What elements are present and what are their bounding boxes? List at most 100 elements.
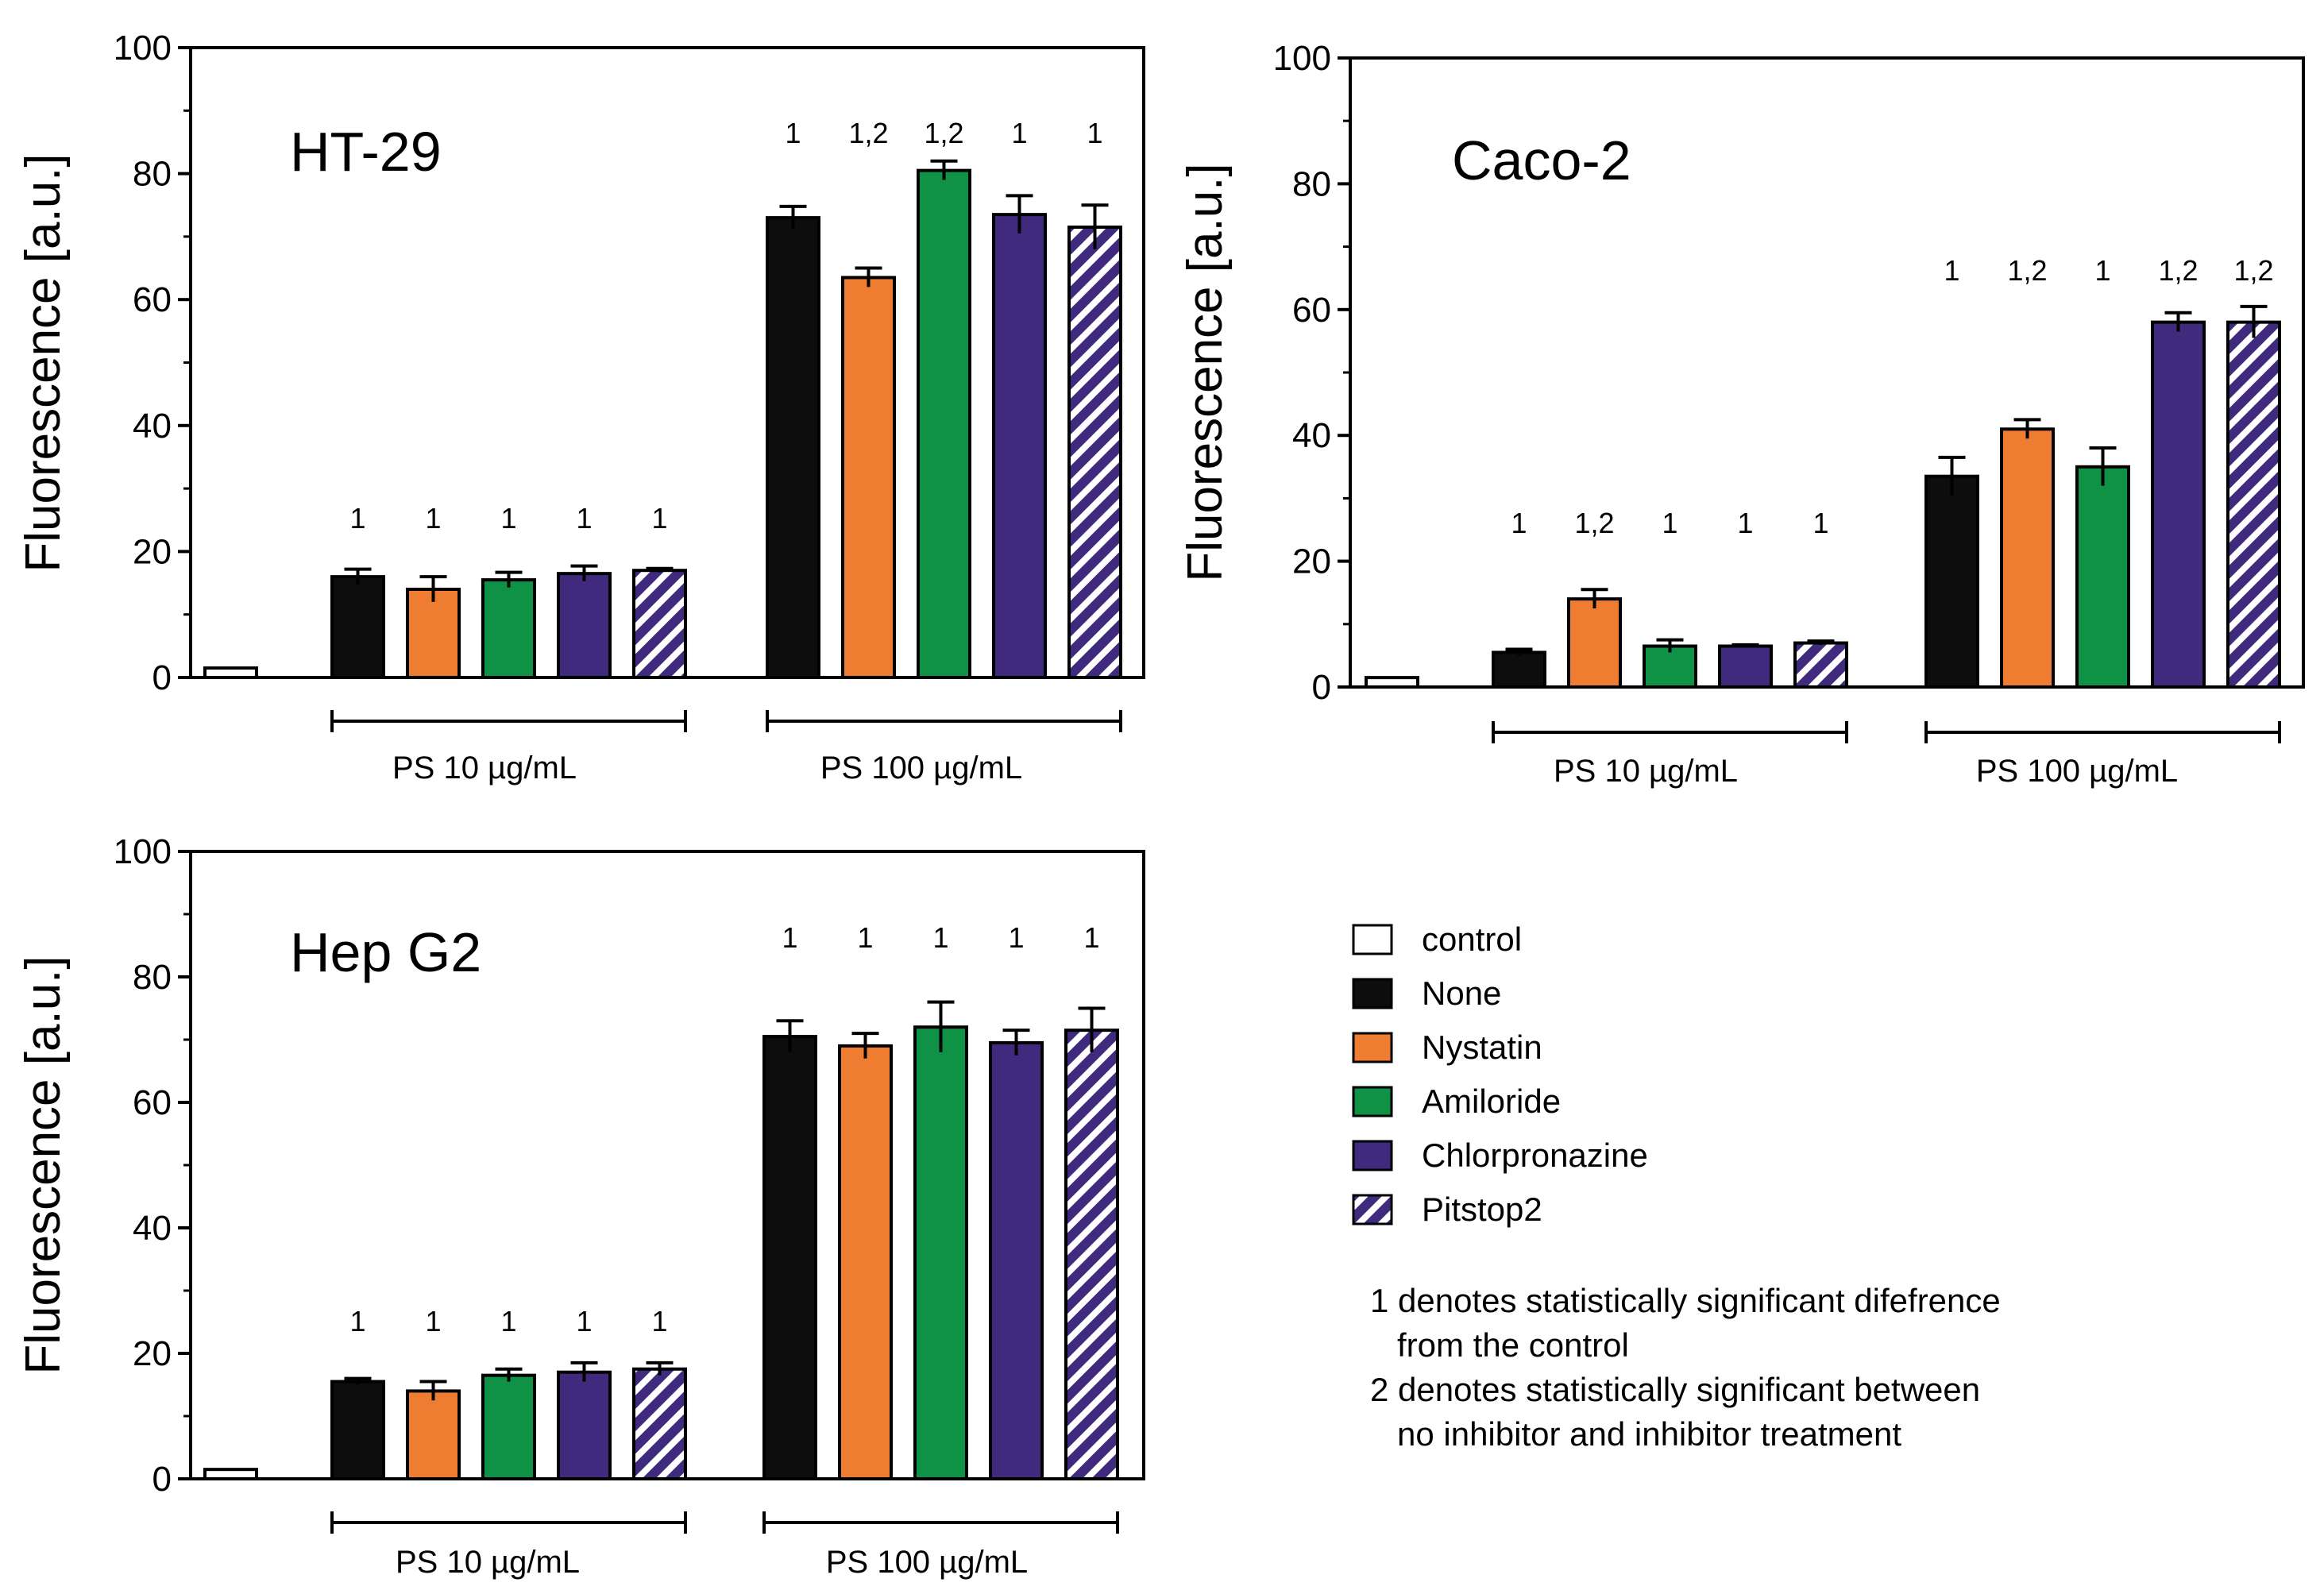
- legend-swatch-chlorpronazine: [1352, 1140, 1393, 1171]
- bar-chlorpronazine-ps10: [557, 572, 612, 680]
- bar-none-ps10: [330, 575, 385, 679]
- significance-label: 1: [576, 502, 592, 535]
- y-tick-label: 20: [133, 1334, 172, 1373]
- bar-chlorpronazine-ps100: [989, 1040, 1044, 1480]
- significance-label: 1: [1011, 117, 1027, 149]
- significance-label: 1: [349, 502, 365, 535]
- significance-label: 1: [1812, 507, 1828, 539]
- significance-label: 1: [651, 502, 667, 535]
- legend-label-control: control: [1422, 921, 1522, 958]
- group-label: PS 100 µg/mL: [820, 751, 1022, 785]
- significance-label: 1: [425, 1305, 441, 1337]
- significance-label: 1,2: [2158, 254, 2198, 287]
- bar-control: [1365, 676, 1419, 689]
- legend-swatch-none: [1352, 978, 1393, 1009]
- significance-label: 1: [932, 921, 948, 954]
- bar-nystatin-ps10: [406, 587, 461, 679]
- group-label: PS 10 µg/mL: [396, 1545, 580, 1580]
- bar-nystatin-ps100: [838, 1044, 893, 1480]
- bar-none-ps100: [1924, 474, 1979, 689]
- bar-control: [203, 1468, 258, 1481]
- chart-panel-hep-g2: 0 20 40 60 80 100 Fluorescence [a.u.] Hep G2 1 1 1…: [16, 832, 1145, 1580]
- bar-amiloride-ps100: [917, 168, 971, 679]
- legend-label-none: None: [1422, 975, 1501, 1012]
- y-tick-label: 60: [133, 1083, 172, 1122]
- y-tick-label: 20: [1292, 542, 1331, 581]
- bar-nystatin-ps10: [406, 1389, 461, 1481]
- bar-chlorpronazine-ps100: [2151, 320, 2206, 689]
- significance-label: 1: [1662, 507, 1677, 539]
- significance-label: 1,2: [1574, 507, 1614, 539]
- bar-pitstop2-ps100: [1064, 1029, 1119, 1480]
- significance-label: 1: [1511, 507, 1527, 539]
- legend-swatch-amiloride: [1352, 1086, 1393, 1117]
- bar-amiloride-ps100: [913, 1025, 968, 1480]
- significance-label: 1,2: [2233, 254, 2273, 287]
- bar-pitstop2-ps10: [632, 1367, 687, 1480]
- bar-amiloride-ps10: [481, 1373, 536, 1481]
- significance-label: 1: [500, 502, 516, 535]
- significance-label: 1: [1087, 117, 1102, 149]
- group-label: PS 100 µg/mL: [826, 1545, 1028, 1580]
- significance-notes: 1 denotes statistically significant dife…: [1370, 1279, 2001, 1457]
- note-line-1: 1 denotes statistically significant dife…: [1370, 1282, 2001, 1319]
- bar-nystatin-ps100: [2000, 427, 2055, 689]
- bar-amiloride-ps100: [2075, 465, 2130, 689]
- significance-label: 1: [349, 1305, 365, 1337]
- significance-label: 1: [576, 1305, 592, 1337]
- bar-none-ps100: [766, 216, 820, 679]
- y-tick-label: 80: [133, 958, 172, 997]
- significance-label: 1,2: [2007, 254, 2047, 287]
- bar-pitstop2-ps100: [1067, 226, 1122, 679]
- panel-title: HT-29: [290, 121, 442, 183]
- group-label: PS 10 µg/mL: [1554, 754, 1738, 789]
- legend-label-amiloride: Amiloride: [1422, 1083, 1561, 1120]
- significance-label: 1: [651, 1305, 667, 1337]
- y-tick-label: 100: [1273, 39, 1331, 78]
- y-tick-label: 100: [114, 832, 172, 871]
- bar-none-ps100: [762, 1035, 817, 1481]
- significance-label: 1: [425, 502, 441, 535]
- bar-nystatin-ps100: [841, 276, 896, 679]
- y-tick-label: 60: [1292, 291, 1331, 330]
- group-label: PS 100 µg/mL: [1976, 754, 2178, 789]
- legend-label-nystatin: Nystatin: [1422, 1029, 1542, 1066]
- chart-panel-caco-2: 0 20 40 60 80 100 Fluorescence [a.u.] Caco-2 1 1,…: [1178, 39, 2305, 789]
- y-tick-label: 80: [133, 155, 172, 194]
- note-line-3: 2 denotes statistically significant betw…: [1370, 1371, 1981, 1408]
- panel-title: Caco-2: [1452, 129, 1631, 191]
- y-tick-label: 0: [152, 1460, 172, 1499]
- legend-label-chlorpronazine: Chlorpronazine: [1422, 1137, 1648, 1174]
- bar-pitstop2-ps10: [632, 569, 687, 679]
- legend-swatch-nystatin: [1352, 1032, 1393, 1063]
- bar-control: [203, 666, 258, 679]
- y-tick-label: 80: [1292, 164, 1331, 203]
- y-tick-label: 0: [1312, 668, 1331, 707]
- y-tick-label: 40: [1292, 416, 1331, 455]
- legend-label-pitstop2: Pitstop2: [1422, 1191, 1542, 1228]
- y-tick-label: 20: [133, 532, 172, 571]
- legend: control None Nystatin Amiloride Chlorpronazi…: [1350, 913, 1906, 1251]
- y-tick-label: 40: [133, 407, 172, 446]
- significance-label: 1: [857, 921, 873, 954]
- bar-amiloride-ps10: [481, 578, 536, 680]
- y-tick-label: 0: [152, 658, 172, 697]
- significance-label: 1: [500, 1305, 516, 1337]
- significance-label: 1: [2094, 254, 2110, 287]
- legend-swatch-pitstop2: [1352, 1194, 1393, 1225]
- chart-panel-ht-29: 0 20 40 60 80 100 Fluorescence [a.u.] HT-29 1 1 1 1…: [16, 29, 1145, 785]
- significance-label: 1: [1008, 921, 1024, 954]
- significance-label: 1,2: [924, 117, 963, 149]
- y-tick-label: 60: [133, 280, 172, 319]
- y-axis-label: Fluorescence [a.u.]: [16, 955, 71, 1374]
- group-label: PS 10 µg/mL: [392, 751, 577, 785]
- y-tick-label: 100: [114, 29, 172, 68]
- significance-label: 1: [1944, 254, 1959, 287]
- bar-nystatin-ps10: [1567, 597, 1622, 689]
- significance-label: 1: [782, 921, 797, 954]
- bar-pitstop2-ps100: [2226, 320, 2281, 689]
- bar-pitstop2-ps10: [1793, 641, 1848, 689]
- note-line-2: from the control: [1397, 1326, 1629, 1364]
- bar-chlorpronazine-ps10: [557, 1370, 612, 1480]
